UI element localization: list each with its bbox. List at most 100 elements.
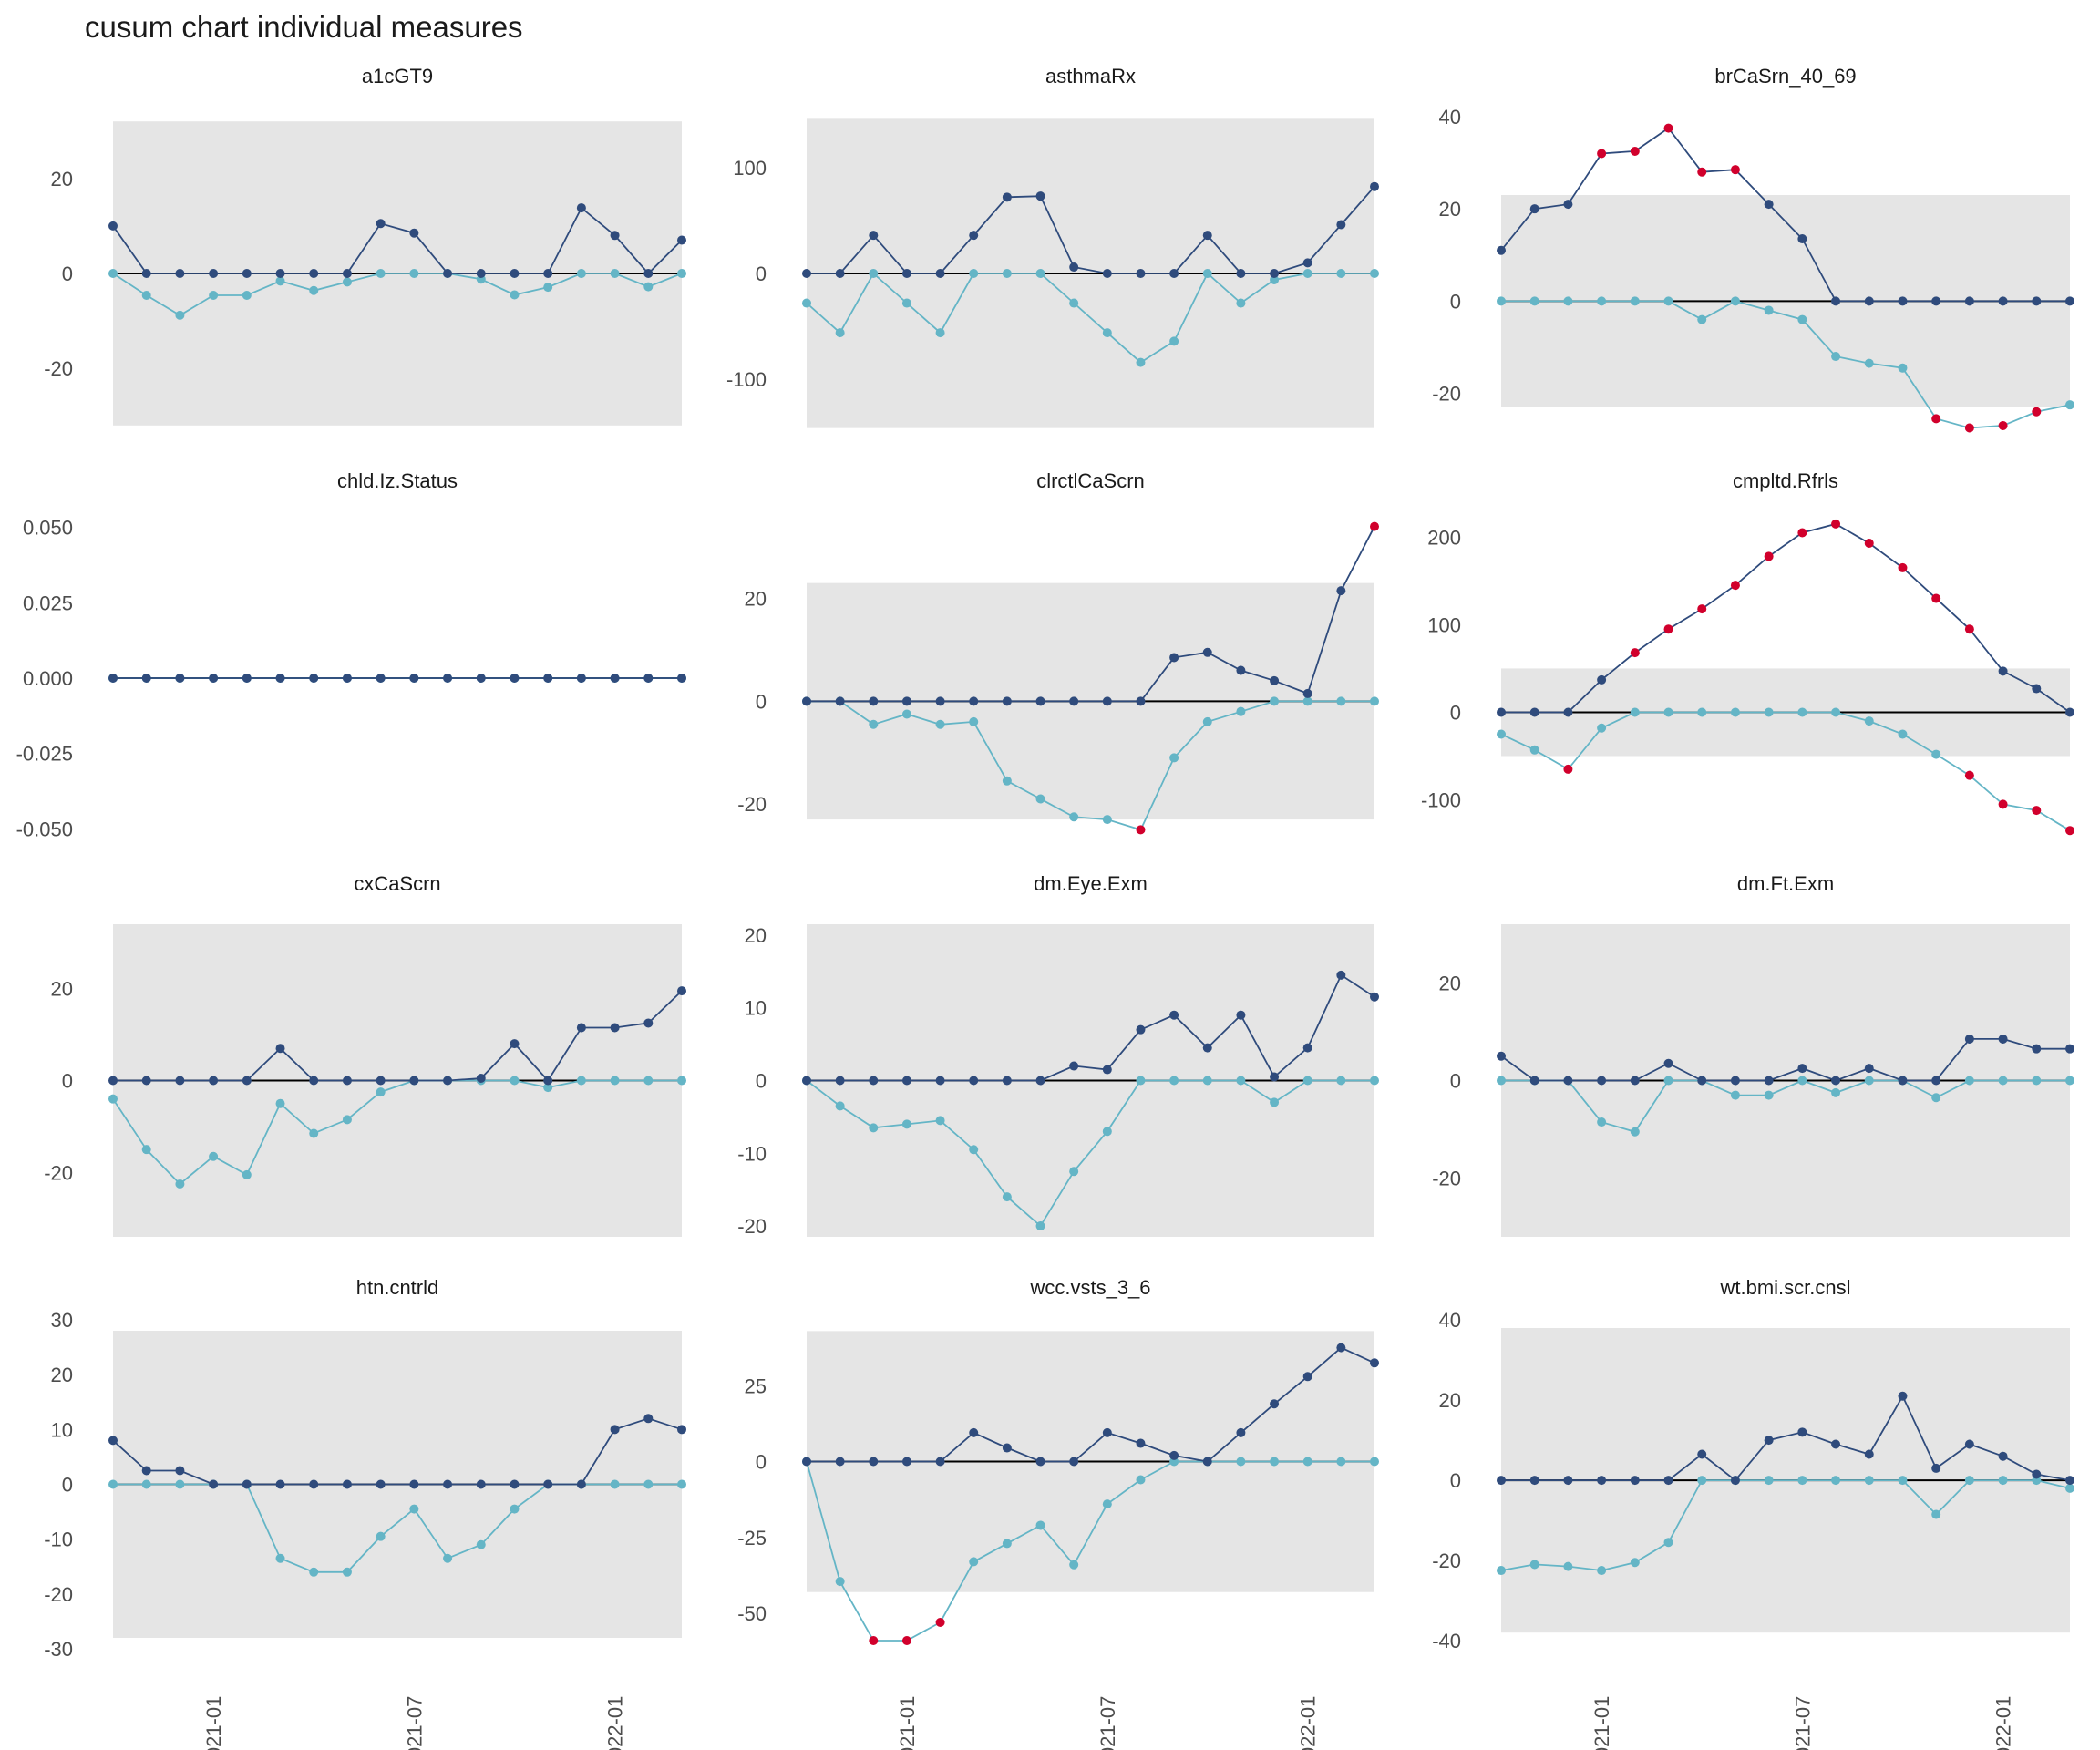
upper-cusum-point [175,269,185,278]
upper-cusum-point [610,1023,620,1033]
upper-cusum-point [376,1479,386,1489]
upper-cusum-point [1964,1034,1974,1044]
lower-cusum-point [1370,269,1379,278]
upper-cusum-point [2032,1044,2042,1054]
chart-panel-a1cGT9: a1cGT9 -20 0 20 [44,65,686,426]
y-tick-label: -20 [1432,1168,1461,1190]
lower-cusum-point [576,269,586,278]
upper-cusum-point [409,228,419,238]
lower-cusum-point [1002,1539,1012,1549]
upper-cusum-point [1597,674,1607,685]
y-tick-label: 0.000 [23,667,73,690]
lower-cusum-point [1964,1076,1974,1086]
upper-cusum-point [309,674,319,683]
upper-cusum-point [677,235,686,245]
upper-cusum-point [643,1414,654,1424]
y-tick-label: 20 [51,1364,73,1386]
upper-cusum-point [175,674,185,683]
lower-cusum-point [1102,1127,1112,1137]
lower-cusum-point [1136,357,1146,367]
upper-cusum-point [141,1466,151,1476]
upper-cusum-point [1336,586,1346,596]
lower-cusum-point [1998,1476,2008,1486]
lower-cusum-point [677,1479,686,1489]
upper-cusum-point [1630,1076,1640,1086]
panels: a1cGT9-20020asthmaRx-1000100brCaSrn_40_6… [16,65,2074,1750]
y-tick-label: -20 [44,1583,73,1606]
upper-cusum-point [1563,1076,1573,1086]
lower-cusum-point [869,269,879,278]
y-tick-label: 0 [1450,1469,1461,1492]
upper-cusum-point [1764,1076,1774,1086]
y-tick-label: 25 [745,1374,767,1397]
upper-cusum-point [1136,696,1146,706]
chart-panel-wcc.vsts_3_6: wcc.vsts_3_6 -50 -25 0 25 2021-01 2021-07 2022-… [737,1276,1379,1750]
lower-cusum-point [1102,1499,1112,1509]
lower-cusum-point [610,269,620,278]
signal-point [1964,423,1974,433]
lower-cusum-point [1069,298,1079,308]
upper-cusum-point [1497,245,1506,255]
upper-cusum-point [901,696,911,706]
upper-cusum-point [1302,1372,1312,1382]
lower-cusum-point [1964,1476,1974,1486]
upper-cusum-point [1864,296,1874,306]
upper-cusum-point [2032,684,2042,694]
signal-point [1730,165,1740,175]
y-tick-label: 0.050 [23,517,73,540]
signal-point [2065,826,2074,836]
lower-cusum-point [1529,296,1539,306]
upper-cusum-point [1270,269,1280,278]
lower-cusum-point [1202,716,1212,726]
upper-cusum-point [175,1466,185,1476]
upper-cusum-point [209,674,219,683]
y-tick-label: -20 [1432,383,1461,406]
lower-cusum-point [1302,1076,1312,1086]
y-tick-label: 200 [1427,526,1461,549]
upper-cusum-point [1035,696,1045,706]
page-title: cusum chart individual measures [85,10,523,44]
lower-cusum-point [1202,269,1212,278]
upper-cusum-point [2065,1044,2074,1054]
upper-cusum-point [1931,1076,1941,1086]
upper-cusum-point [969,231,979,241]
lower-cusum-point [643,1076,654,1086]
upper-cusum-point [869,231,879,241]
y-tick-label: 10 [745,997,767,1020]
lower-cusum-point [1270,274,1280,284]
lower-cusum-point [1563,296,1573,306]
lower-cusum-point [141,1479,151,1489]
lower-cusum-point [543,1083,553,1093]
lower-cusum-point [1035,1520,1045,1530]
upper-cusum-point [1563,200,1573,210]
lower-cusum-point [576,1076,586,1086]
upper-cusum-point [108,674,118,683]
lower-cusum-point [1302,269,1312,278]
y-tick-label: 30 [51,1309,73,1332]
upper-cusum-point [677,986,686,996]
lower-cusum-point [1597,723,1607,733]
y-tick-label: 100 [733,157,767,180]
signal-point [2032,407,2042,417]
upper-cusum-point [510,269,520,278]
upper-cusum-point [443,674,453,683]
lower-cusum-point [476,1539,486,1549]
y-tick-label: 0 [1450,1070,1461,1093]
upper-cusum-line [807,526,1375,703]
upper-cusum-point [1069,1061,1079,1071]
x-tick-label: 2021-07 [1791,1696,1814,1750]
upper-cusum-point [1964,296,1974,306]
upper-cusum-point [1663,1476,1673,1486]
upper-cusum-point [1102,1427,1112,1437]
lower-cusum-point [835,1101,845,1111]
upper-cusum-point [1236,1427,1246,1437]
lower-cusum-point [1597,1566,1607,1576]
upper-cusum-point [576,203,586,213]
signal-point [1136,825,1146,835]
upper-cusum-point [1529,1476,1539,1486]
lower-cusum-point [1035,1221,1045,1231]
lower-cusum-point [1730,296,1740,306]
y-tick-label: -50 [737,1602,767,1625]
upper-cusum-point [576,1479,586,1489]
upper-cusum-line [1500,1038,2070,1082]
